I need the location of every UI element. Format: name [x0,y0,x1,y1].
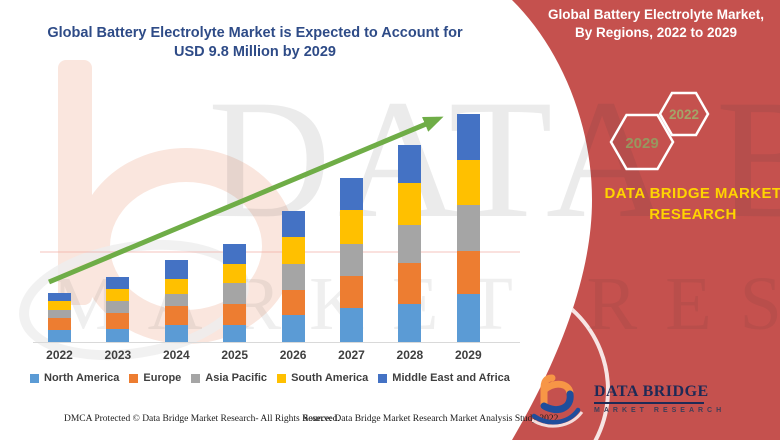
bar-segment-2024-asia-pacific [164,293,188,306]
dbmr-logo: DATA BRIDGE MARKET RESEARCH [532,372,725,432]
banner-title: Global Battery Electrolyte Market, By Re… [538,6,774,42]
bar-segment-2028-south-america [398,183,422,225]
hexagon-2022 [658,91,710,137]
bar-segment-2026-asia-pacific [281,263,305,290]
x-axis-label-2029: 2029 [454,348,482,362]
bar-segment-2027-middle-east-and-africa [340,177,363,211]
dbmr-logo-subtitle: MARKET RESEARCH [594,406,726,414]
chart-title-line1: Global Battery Electrolyte Market is Exp… [47,25,463,41]
bar-segment-2029-north-america [456,293,480,342]
banner-brand-line2: RESEARCH [649,206,737,223]
chart-title-line2: USD 9.8 Million by 2029 [174,44,336,60]
legend-label: North America [44,372,120,384]
bar-segment-2025-north-america [223,325,247,342]
bar-segment-2024-europe [164,305,188,326]
bar-segment-2022-europe [48,318,71,330]
bar-segment-2027-north-america [340,307,363,342]
bar-segment-2025-middle-east-and-africa [223,244,247,265]
bar-segment-2026-europe [281,289,305,315]
bar-segment-2026-south-america [281,236,305,264]
legend-swatch [30,373,39,383]
banner-title-line2: By Regions, 2022 to 2029 [574,25,738,40]
bar-segment-2029-south-america [456,159,480,206]
dbmr-logo-name: DATA BRIDGE [594,383,709,400]
year-hexagons: 2029 2022 [609,91,710,171]
bar-segment-2025-asia-pacific [223,282,247,304]
chart-legend: North America Europe Asia Pacific South Ame… [30,372,510,384]
watermark-stripe [40,251,520,253]
bar-segment-2028-north-america [398,303,422,342]
bar-segment-2025-south-america [223,264,247,283]
bar-segment-2023-north-america [106,328,130,342]
legend-item-europe: Europe [129,372,181,384]
footer-source-text: Source: Data Bridge Market Research Mark… [303,414,559,424]
decorative-circle-arc [512,280,610,440]
chart-title: Global Battery Electrolyte Market is Exp… [35,24,475,62]
bar-segment-2024-south-america [164,278,188,294]
bar-segment-2028-middle-east-and-africa [398,145,422,184]
bar-segment-2029-asia-pacific [456,205,480,252]
bar-segment-2027-europe [340,276,363,308]
bar-segment-2024-middle-east-and-africa [164,260,188,279]
legend-swatch [277,373,287,383]
dbmr-logo-mark-icon [532,374,584,428]
footer-dmca-text: DMCA Protected © Data Bridge Market Rese… [64,414,340,424]
legend-item-south-america: South America [277,372,368,384]
legend-item-middle-east-and-africa: Middle East and Africa [378,372,510,384]
hexagon-2029 [609,113,675,171]
bar-segment-2026-north-america [281,314,305,342]
bar-segment-2023-asia-pacific [106,300,130,314]
bar-segment-2027-asia-pacific [340,243,363,277]
bar-segment-2024-north-america [164,325,188,342]
legend-swatch [129,373,139,383]
x-axis-label-2025: 2025 [221,348,249,362]
x-axis-label-2022: 2022 [46,348,73,362]
hexagon-2022-label: 2022 [669,107,699,122]
legend-swatch [378,373,388,383]
bar-segment-2023-europe [106,313,130,329]
bar-segment-2022-middle-east-and-africa [48,292,71,301]
bar-segment-2029-europe [456,251,480,294]
x-axis-line [33,342,520,343]
bar-segment-2023-south-america [106,288,130,301]
dbmr-logo-text: DATA BRIDGE MARKET RESEARCH [594,384,725,414]
x-axis-label-2028: 2028 [396,348,424,362]
bar-segment-2022-north-america [48,329,71,342]
banner-brand-line1: DATA BRIDGE MARKET [604,185,780,202]
legend-label: Europe [143,372,182,384]
legend-label: Asia Pacific [205,372,268,384]
bar-segment-2027-south-america [340,210,363,244]
hexagon-2029-label: 2029 [625,135,658,152]
legend-label: Middle East and Africa [392,372,510,384]
bar-segment-2029-middle-east-and-africa [456,113,480,160]
banner-title-line1: Global Battery Electrolyte Market, [547,7,765,22]
x-axis-label-2026: 2026 [279,348,307,362]
bar-segment-2022-south-america [48,301,71,310]
bar-segment-2028-europe [398,263,422,304]
bar-segment-2022-asia-pacific [48,309,71,319]
bar-segment-2023-middle-east-and-africa [106,276,130,289]
dbmr-logo-rule [594,402,704,404]
x-axis-label-2023: 2023 [104,348,132,362]
x-axis-label-2024: 2024 [162,348,190,362]
legend-item-north-america: North America [30,372,119,384]
bar-segment-2028-asia-pacific [398,224,422,264]
legend-item-asia-pacific: Asia Pacific [191,372,267,384]
bar-segment-2026-middle-east-and-africa [281,210,305,237]
bar-segment-2025-europe [223,303,247,326]
legend-swatch [191,373,201,383]
x-axis-label-2027: 2027 [338,348,365,362]
legend-label: South America [291,372,369,384]
banner-brand-text: DATA BRIDGE MARKET RESEARCH [600,183,780,225]
